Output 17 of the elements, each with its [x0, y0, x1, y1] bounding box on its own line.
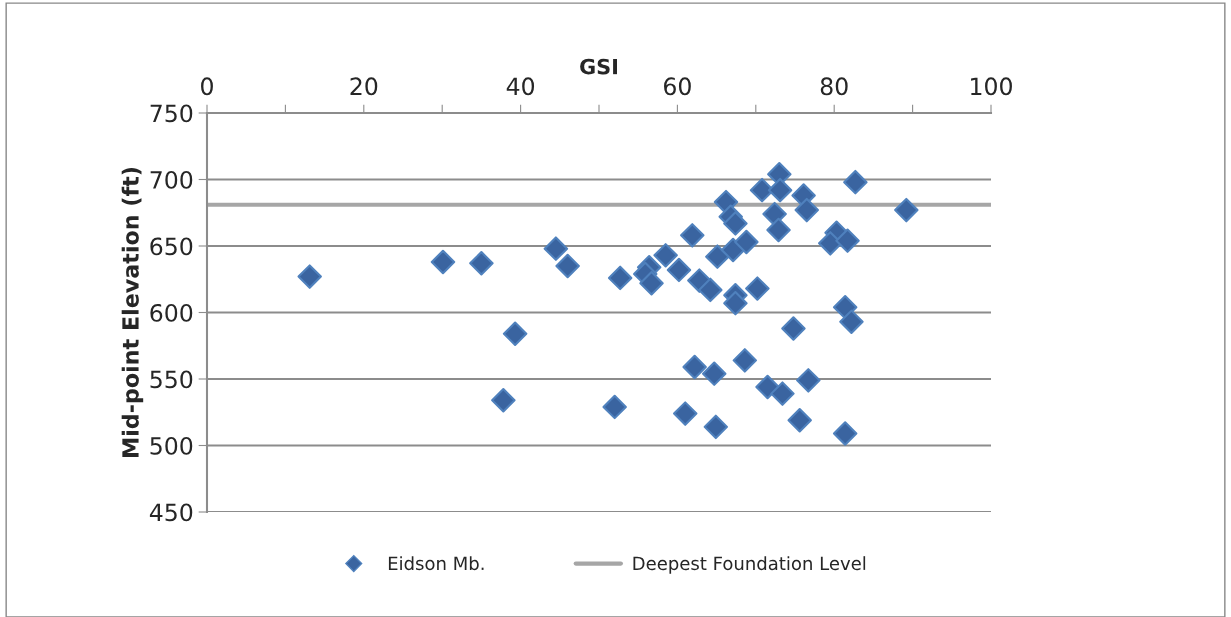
y-tick-label: 650 [150, 237, 193, 256]
y-tick-label: 450 [149, 503, 193, 522]
x-tick-label: 40 [506, 77, 535, 96]
legend-label: Eidson Mb. [388, 556, 484, 571]
y-tick-label: 500 [150, 436, 193, 455]
x-tick-label: 20 [350, 77, 378, 96]
x-tick-label: 0 [201, 77, 213, 96]
x-axis-title: GSI [580, 58, 618, 75]
legend-label: Deepest Foundation Level [633, 556, 866, 574]
x-tick-label: 60 [664, 77, 691, 96]
y-tick-label: 750 [150, 104, 193, 123]
y-tick-label: 550 [150, 370, 193, 389]
y-tick-label: 700 [150, 170, 193, 189]
y-axis-title: Mid-point Elevation (ft) [121, 167, 144, 457]
x-tick-label: 80 [820, 77, 848, 96]
x-tick-label: 100 [971, 77, 1012, 96]
y-tick-label: 600 [150, 303, 193, 322]
